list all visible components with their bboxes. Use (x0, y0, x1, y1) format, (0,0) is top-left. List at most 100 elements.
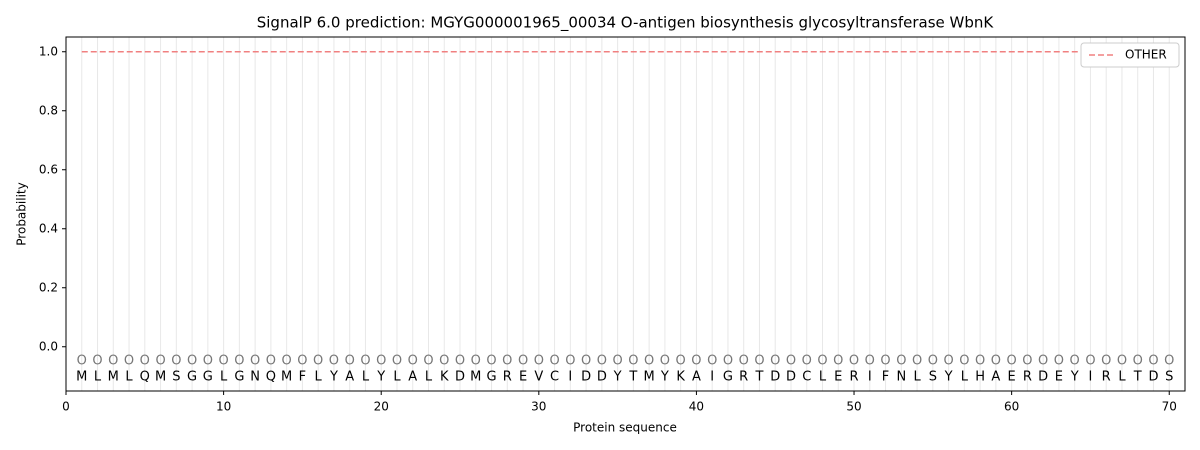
prediction-label: O (203, 354, 213, 369)
residue-label: R (1023, 370, 1032, 385)
residue-label: L (913, 370, 921, 385)
prediction-label: O (439, 354, 449, 369)
prediction-label: O (1038, 354, 1048, 369)
residue-label: L (220, 370, 228, 385)
prediction-label: O (360, 354, 370, 369)
legend-box (1080, 42, 1180, 68)
residue-label: D (1148, 370, 1158, 385)
prediction-label: O (912, 354, 922, 369)
prediction-label: O (140, 354, 150, 369)
y-tick-label: 1.0 (39, 44, 58, 58)
residue-label: F (882, 370, 889, 385)
prediction-label: O (943, 354, 953, 369)
prediction-label: O (1007, 354, 1017, 369)
residue-label: K (440, 370, 449, 385)
residue-label: T (628, 370, 637, 385)
residue-label: G (486, 370, 496, 385)
prediction-label: O (833, 354, 843, 369)
prediction-label: O (1133, 354, 1143, 369)
residue-label: S (929, 370, 937, 385)
prediction-label: O (865, 354, 875, 369)
residue-label: D (581, 370, 591, 385)
prediction-label: O (297, 354, 307, 369)
prediction-label: O (92, 354, 102, 369)
prediction-label: O (376, 354, 386, 369)
prediction-label: O (1085, 354, 1095, 369)
prediction-label: O (187, 354, 197, 369)
residue-label: M (155, 370, 166, 385)
prediction-label: O (171, 354, 181, 369)
prediction-label: O (1070, 354, 1080, 369)
residue-label: I (1089, 370, 1093, 385)
y-axis-label: Probability (15, 182, 29, 245)
prediction-label: O (250, 354, 260, 369)
prediction-label: O (597, 354, 607, 369)
prediction-label: O (502, 354, 512, 369)
plot-frame (65, 36, 1186, 392)
prediction-label: O (959, 354, 969, 369)
prediction-label: O (124, 354, 134, 369)
prediction-label: O (754, 354, 764, 369)
prediction-label: O (660, 354, 670, 369)
residue-label: K (676, 370, 685, 385)
prediction-label: O (628, 354, 638, 369)
residue-label: Y (944, 370, 953, 385)
residue-label: F (299, 370, 306, 385)
prediction-label: O (644, 354, 654, 369)
prediction-label: O (408, 354, 418, 369)
residue-label: L (1118, 370, 1126, 385)
residue-label: D (770, 370, 780, 385)
prediction-label: O (345, 354, 355, 369)
residue-label: R (503, 370, 512, 385)
residue-label: S (1165, 370, 1173, 385)
residue-label: Y (376, 370, 385, 385)
residue-label: M (470, 370, 481, 385)
x-tick-label: 40 (689, 400, 704, 414)
prediction-label: O (1054, 354, 1064, 369)
prediction-label: O (455, 354, 465, 369)
prediction-label: O (486, 354, 496, 369)
prediction-label: O (928, 354, 938, 369)
prediction-label: O (1148, 354, 1158, 369)
y-tick-label: 0.4 (39, 221, 58, 235)
residue-label: D (597, 370, 607, 385)
residue-label: T (1133, 370, 1142, 385)
residue-label: R (1102, 370, 1111, 385)
residue-label: A (991, 370, 1000, 385)
residue-label: Y (613, 370, 622, 385)
prediction-label: O (676, 354, 686, 369)
x-tick-label: 0 (62, 400, 70, 414)
prediction-label: O (707, 354, 717, 369)
residue-label: Y (1070, 370, 1079, 385)
prediction-label: O (691, 354, 701, 369)
residue-label: E (1055, 370, 1063, 385)
prediction-label: O (880, 354, 890, 369)
residue-label: L (362, 370, 370, 385)
residue-label: Q (140, 370, 150, 385)
residue-label: G (187, 370, 197, 385)
residue-label: A (345, 370, 354, 385)
prediction-label: O (108, 354, 118, 369)
prediction-label: O (282, 354, 292, 369)
residue-label: E (519, 370, 527, 385)
residue-label: G (234, 370, 244, 385)
residue-label: Q (266, 370, 276, 385)
residue-label: A (408, 370, 417, 385)
residue-label: E (834, 370, 842, 385)
prediction-label: O (549, 354, 559, 369)
residue-label: D (786, 370, 796, 385)
residue-label: D (455, 370, 465, 385)
residue-label: L (819, 370, 827, 385)
chart-title: SignalP 6.0 prediction: MGYG000001965_00… (257, 14, 995, 33)
residue-label: C (802, 370, 811, 385)
residue-label: M (76, 370, 87, 385)
residue-label: L (961, 370, 969, 385)
prediction-label: O (817, 354, 827, 369)
residue-label: L (125, 370, 133, 385)
residue-label: H (975, 370, 985, 385)
residue-label: Y (660, 370, 669, 385)
x-tick-label: 50 (846, 400, 861, 414)
residue-label: I (710, 370, 714, 385)
prediction-label: O (1164, 354, 1174, 369)
